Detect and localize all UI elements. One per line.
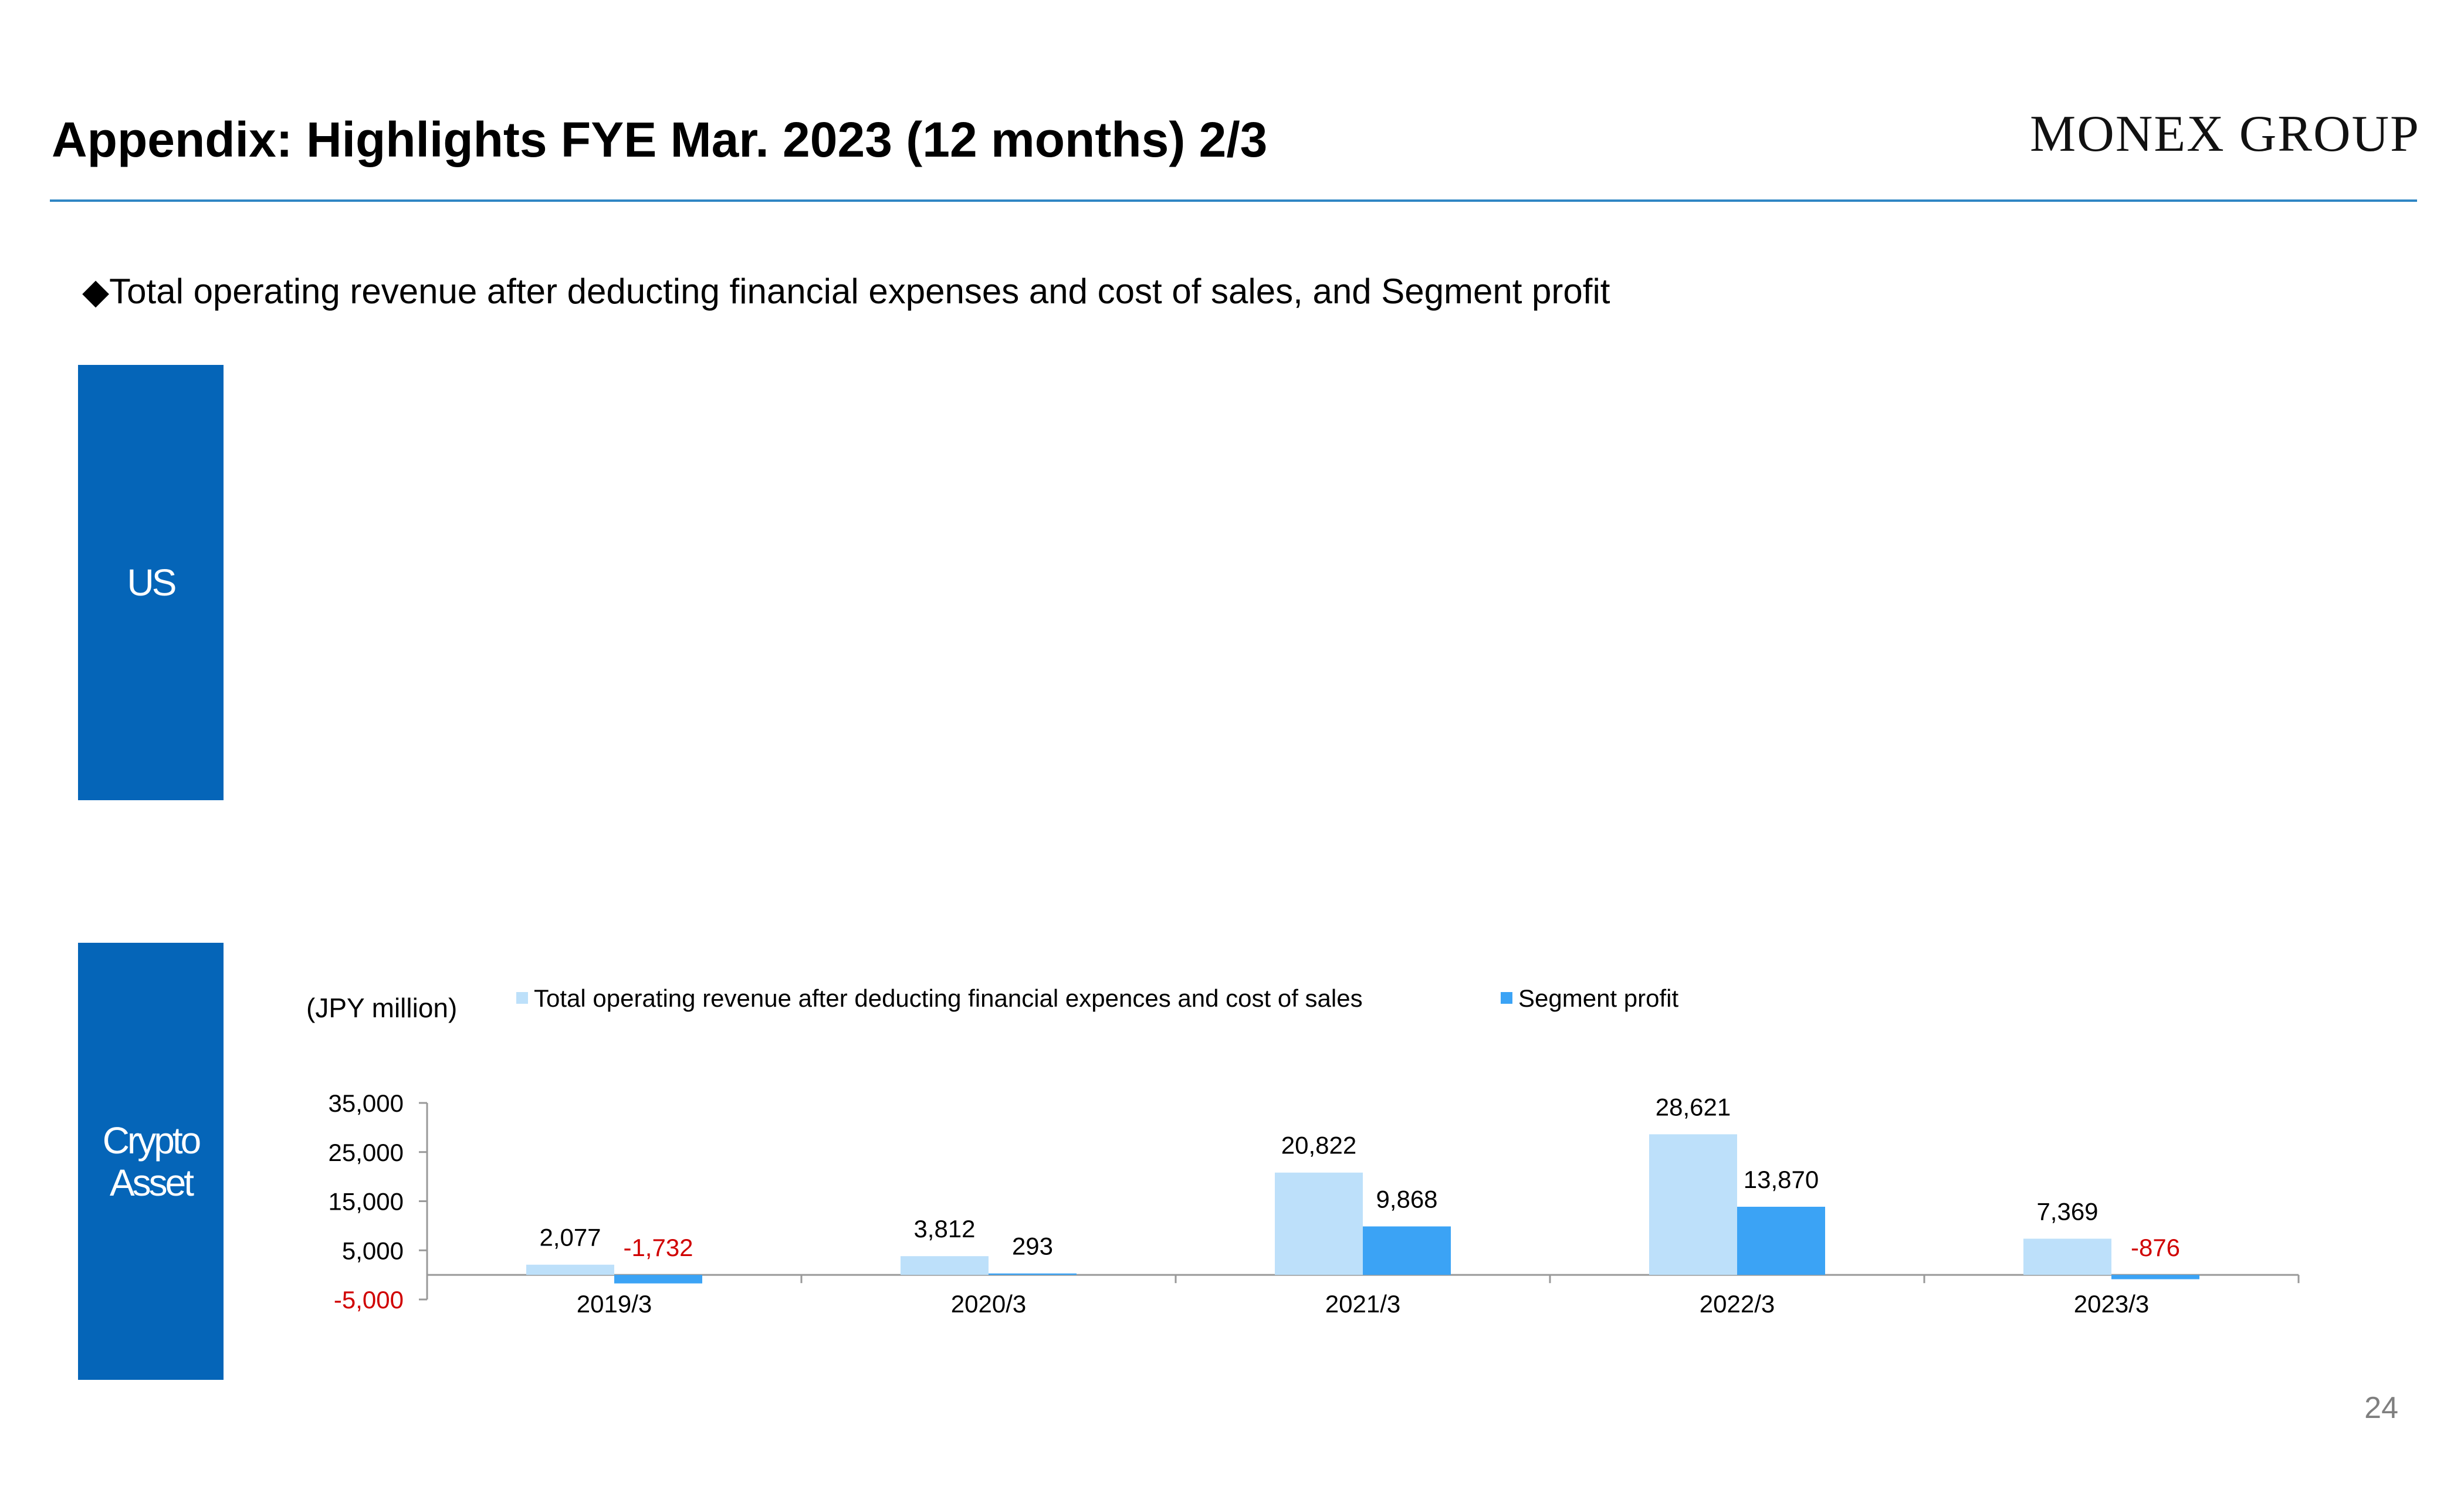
legend-revenue-swatch <box>516 992 528 1004</box>
y-tick-label: 35,000 <box>329 1089 404 1117</box>
revenue-bar <box>901 1256 989 1275</box>
revenue-data-label: 28,621 <box>1656 1093 1731 1121</box>
segment-profit-data-label: 13,870 <box>1744 1166 1819 1193</box>
x-tick-label: 2022/3 <box>1700 1290 1775 1318</box>
segment-profit-data-label: 9,868 <box>1376 1185 1437 1213</box>
unit-label: (JPY million) <box>306 993 457 1023</box>
monex-group-logo: MONEX GROUP <box>2030 106 2420 163</box>
revenue-data-label: 2,077 <box>539 1224 601 1251</box>
header-divider <box>50 199 2417 202</box>
y-tick-label: -5,000 <box>334 1286 404 1314</box>
segment-profit-bar <box>2111 1275 2199 1280</box>
section-subtitle: ◆Total operating revenue after deducting… <box>82 271 1610 312</box>
segment-profit-bar <box>614 1275 702 1284</box>
segment-profit-bar <box>1363 1226 1451 1275</box>
revenue-bar <box>1275 1172 1363 1275</box>
revenue-data-label: 20,822 <box>1281 1132 1356 1159</box>
segment-label-crypto-text: Crypto Asset <box>102 1119 201 1204</box>
page-number: 24 <box>2364 1391 2398 1425</box>
revenue-bar <box>526 1264 614 1275</box>
x-tick-label: 2023/3 <box>2074 1290 2149 1318</box>
segment-profit-bar <box>989 1273 1077 1275</box>
subtitle-text: Total operating revenue after deducting … <box>109 272 1610 311</box>
x-tick-label: 2021/3 <box>1325 1290 1400 1318</box>
segment-label-us-text: US <box>127 561 177 604</box>
segment-profit-data-label: -876 <box>2131 1234 2180 1261</box>
y-tick-label: 25,000 <box>329 1139 404 1166</box>
revenue-data-label: 3,812 <box>913 1215 975 1243</box>
y-tick-label: 15,000 <box>329 1188 404 1216</box>
revenue-data-label: 7,369 <box>2036 1197 2098 1225</box>
legend-revenue-label: Total operating revenue after deducting … <box>534 984 1363 1012</box>
segment-label-crypto-asset: Crypto Asset <box>78 943 224 1380</box>
y-tick-label: 5,000 <box>342 1237 404 1264</box>
diamond-bullet-icon: ◆ <box>82 272 110 311</box>
segment-label-us: US <box>78 365 224 800</box>
x-tick-label: 2019/3 <box>577 1290 652 1318</box>
segment-profit-bar <box>1737 1206 1825 1275</box>
legend-profit-label: Segment profit <box>1518 984 1678 1012</box>
x-tick-label: 2020/3 <box>951 1290 1026 1318</box>
segment-profit-data-label: 293 <box>1012 1233 1053 1260</box>
page-title: Appendix: Highlights FYE Mar. 2023 (12 m… <box>52 112 1268 167</box>
revenue-bar <box>2023 1238 2111 1275</box>
segment-profit-data-label: -1,732 <box>623 1234 693 1261</box>
revenue-bar <box>1649 1134 1737 1275</box>
legend-profit-swatch <box>1501 992 1512 1004</box>
